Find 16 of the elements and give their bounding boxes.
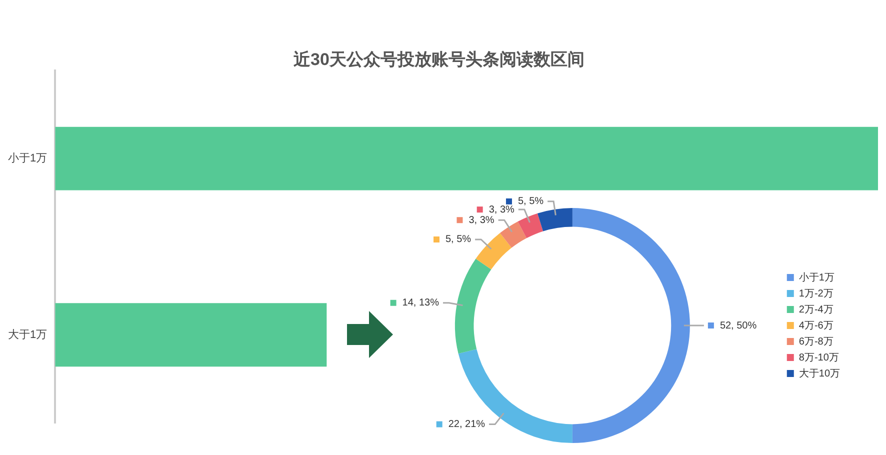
legend-label: 大于10万 (798, 367, 840, 380)
legend-label: 4万-6万 (798, 320, 834, 332)
legend-label: 8万-10万 (798, 352, 839, 364)
data-label: 3, 3% (468, 214, 494, 226)
data-label: 22, 21% (448, 419, 486, 430)
data-label: 5, 5% (518, 196, 544, 208)
y-tick-label: 大于1万 (8, 328, 48, 341)
legend-label: 小于1万 (798, 271, 834, 284)
chart-title: 近30天公众号投放账号头条阅读数区间 (292, 50, 584, 69)
legend-label: 2万-4万 (798, 304, 834, 316)
data-label: 3, 3% (488, 204, 515, 216)
data-label: 52, 50% (720, 320, 757, 332)
legend-label: 6万-8万 (798, 336, 834, 348)
legend-label: 1万-2万 (798, 288, 834, 300)
data-label: 14, 13% (402, 298, 440, 309)
data-label: 5, 5% (445, 234, 472, 246)
